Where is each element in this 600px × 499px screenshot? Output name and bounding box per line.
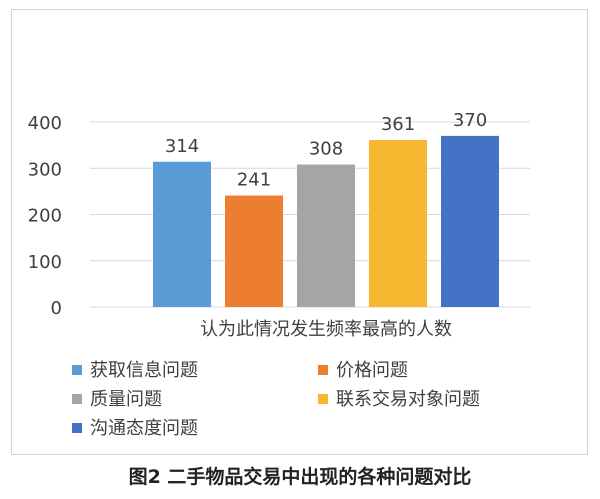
x-axis-category-label: 认为此情况发生频率最高的人数: [200, 319, 452, 340]
legend-label-3: 质量问题: [90, 389, 162, 410]
legend-label-1: 获取信息问题: [90, 360, 198, 381]
legend-swatch-2: [318, 365, 328, 375]
data-label-2: 241: [237, 170, 271, 191]
data-label-3: 308: [309, 139, 343, 160]
legend-swatch-3: [72, 394, 82, 404]
legend-label-2: 价格问题: [336, 360, 408, 381]
figure-caption: 图2 二手物品交易中出现的各种问题对比: [128, 466, 472, 488]
y-tick-label: 100: [28, 252, 62, 273]
bar-chart: 0 100 200 300 400 314 241 308 361 370 认为此情况发生频率最…: [28, 110, 530, 439]
bars: [153, 135, 499, 307]
legend-swatch-1: [72, 365, 82, 375]
data-label-5: 370: [453, 110, 487, 131]
data-label-1: 314: [165, 136, 199, 157]
y-tick-label: 300: [28, 159, 62, 180]
data-label-4: 361: [381, 114, 415, 135]
y-tick-label: 400: [28, 113, 62, 134]
y-tick-label: 200: [28, 206, 62, 227]
bar-2: [225, 195, 283, 307]
bar-4: [369, 140, 427, 307]
y-axis-ticks: 0 100 200 300 400: [28, 113, 62, 319]
bar-5: [441, 135, 499, 307]
legend-label-4: 联系交易对象问题: [336, 389, 480, 410]
legend-label-5: 沟通态度问题: [90, 418, 198, 439]
legend-swatch-5: [72, 423, 82, 433]
bar-3: [297, 164, 355, 307]
bar-1: [153, 161, 211, 307]
data-labels: 314 241 308 361 370: [165, 110, 487, 191]
legend-swatch-4: [318, 394, 328, 404]
y-tick-label: 0: [51, 298, 62, 319]
